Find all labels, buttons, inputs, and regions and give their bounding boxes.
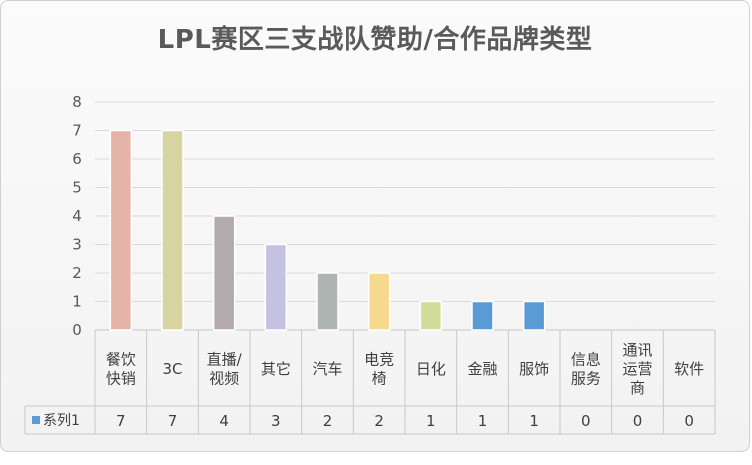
y-tick-label: 5: [72, 179, 82, 197]
y-tick-label: 2: [72, 264, 82, 282]
y-tick-label: 7: [72, 122, 82, 140]
y-tick-label: 3: [72, 236, 82, 254]
bar: [264, 243, 288, 331]
data-table-value: 1: [478, 412, 488, 430]
chart-title: LPL赛区三支战队赞助/合作品牌类型: [157, 25, 593, 55]
y-tick-label: 8: [72, 93, 82, 111]
data-table-value: 7: [116, 412, 126, 430]
category-label: 软件: [674, 360, 704, 378]
bar: [471, 300, 494, 331]
category-label: 餐饮快销: [106, 351, 136, 388]
data-table-value: 1: [426, 412, 436, 430]
category-label: 电竞椅: [364, 351, 394, 388]
data-table-value: 7: [168, 412, 178, 430]
data-table-value: 0: [633, 412, 643, 430]
bar: [522, 300, 546, 331]
data-table-value: 0: [581, 412, 591, 430]
bar-chart: 0 1 2 3 4 5 6 7 8 餐饮快销 7 3C 7 直播/视频 4 其它 3 汽车 2 电竞椅 2 日化 1 金融 1 服…: [24, 93, 716, 435]
bar: [161, 129, 184, 331]
category-label: 其它: [261, 360, 291, 378]
data-table-value: 1: [529, 412, 539, 430]
data-table-value: 4: [219, 412, 229, 430]
y-tick-label: 4: [72, 207, 82, 225]
category-label: 3C: [162, 360, 182, 378]
category-label: 服饰: [519, 360, 549, 378]
y-tick-label: 1: [72, 293, 82, 311]
data-table-value: 2: [323, 412, 333, 430]
legend-marker: [32, 416, 40, 424]
category-label: 日化: [416, 360, 446, 378]
data-table-value: 2: [374, 412, 384, 430]
category-label: 直播/视频: [207, 351, 243, 388]
bar: [367, 272, 391, 331]
category-label: 金融: [467, 360, 497, 378]
chart-frame: LPL赛区三支战队赞助/合作品牌类型 0 1 2 3 4 5 6 7 8 餐饮快销 7 3C 7 直播/视…: [0, 0, 750, 452]
data-table-value: 3: [271, 412, 281, 430]
bar: [109, 129, 133, 331]
category-label: 通讯运营商: [622, 341, 652, 397]
bar: [316, 272, 339, 331]
y-tick-label: 0: [72, 321, 82, 339]
category-label: 信息服务: [571, 351, 601, 388]
legend-label: 系列1: [43, 413, 80, 429]
bar: [419, 300, 443, 331]
bar: [212, 215, 236, 331]
y-tick-label: 6: [72, 150, 82, 168]
data-table-value: 0: [684, 412, 694, 430]
category-label: 汽车: [312, 360, 342, 378]
